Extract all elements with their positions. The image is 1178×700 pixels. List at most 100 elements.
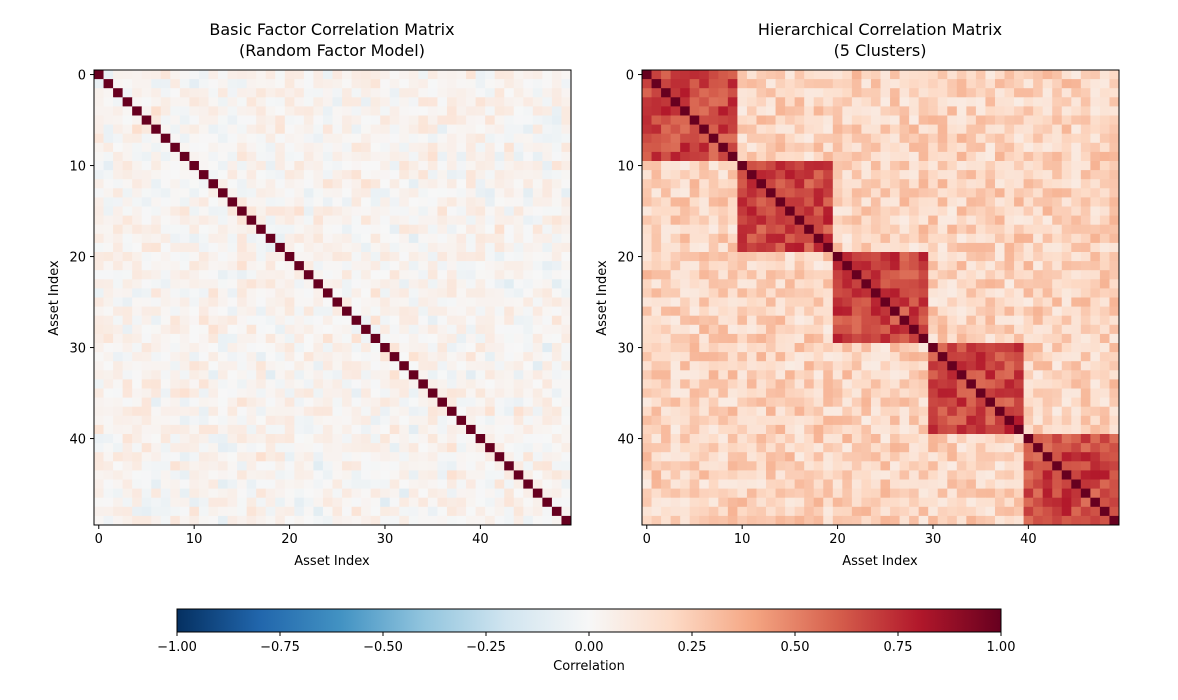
heatmap-cell	[661, 434, 672, 444]
heatmap-cell	[504, 315, 515, 326]
heatmap-cell	[1090, 242, 1101, 253]
heatmap-cell	[947, 215, 958, 226]
heatmap-cell	[208, 306, 219, 317]
heatmap-cell	[842, 151, 853, 162]
heatmap-cell	[851, 461, 862, 471]
heatmap-cell	[361, 324, 372, 335]
heatmap-cell	[332, 151, 343, 162]
heatmap-cell	[504, 106, 515, 116]
heatmap-cell	[513, 79, 524, 89]
heatmap-cell	[1099, 324, 1110, 335]
heatmap-cell	[766, 479, 776, 489]
heatmap-cell	[198, 461, 209, 471]
heatmap-cell	[870, 242, 881, 253]
heatmap-cell	[322, 297, 333, 307]
heatmap-cell	[947, 497, 958, 508]
heatmap-cell	[899, 470, 910, 480]
heatmap-cell	[198, 379, 209, 389]
heatmap-cell	[937, 261, 948, 271]
heatmap-cell	[737, 279, 748, 289]
heatmap-cell	[399, 361, 410, 371]
heatmap-cell	[937, 97, 948, 107]
heatmap-cell	[427, 315, 438, 326]
heatmap-cell	[1042, 306, 1053, 317]
heatmap-cell	[361, 88, 372, 98]
heatmap-cell	[342, 333, 352, 344]
heatmap-cell	[1023, 70, 1034, 80]
heatmap-cell	[1004, 170, 1015, 180]
heatmap-cell	[804, 388, 815, 398]
heatmap-cell	[823, 151, 834, 162]
heatmap-cell	[294, 252, 305, 262]
heatmap-cell	[756, 324, 767, 335]
heatmap-cell	[179, 215, 190, 226]
heatmap-cell	[189, 315, 200, 326]
heatmap-cell	[1099, 488, 1110, 499]
heatmap-cell	[446, 324, 457, 335]
heatmap-cell	[351, 224, 362, 235]
heatmap-cell	[361, 388, 372, 398]
heatmap-cell	[1052, 261, 1063, 271]
heatmap-cell	[1061, 443, 1072, 453]
heatmap-cell	[246, 333, 257, 344]
heatmap-cell	[670, 70, 681, 80]
heatmap-cell	[294, 379, 305, 389]
heatmap-cell	[494, 233, 505, 244]
heatmap-cell	[1090, 224, 1101, 235]
heatmap-cell	[766, 215, 776, 226]
heatmap-cell	[532, 397, 543, 408]
heatmap-cell	[1071, 252, 1082, 262]
heatmap-cell	[284, 461, 295, 471]
heatmap-cell	[1033, 161, 1044, 171]
heatmap-cell	[141, 461, 152, 471]
heatmap-cell	[1071, 279, 1082, 289]
heatmap-cell	[437, 379, 448, 389]
heatmap-cell	[651, 397, 662, 408]
heatmap-cell	[1042, 88, 1053, 98]
heatmap-cell	[408, 388, 419, 398]
heatmap-cell	[794, 97, 805, 107]
heatmap-cell	[1014, 279, 1024, 289]
heatmap-cell	[551, 252, 562, 262]
heatmap-cell	[427, 470, 438, 480]
heatmap-cell	[928, 397, 939, 408]
heatmap-cell	[1109, 197, 1120, 207]
heatmap-cell	[699, 97, 710, 107]
heatmap-cell	[1023, 361, 1034, 371]
heatmap-cell	[523, 206, 534, 216]
heatmap-cell	[113, 215, 124, 226]
heatmap-cell	[708, 252, 719, 262]
heatmap-cell	[918, 70, 929, 80]
heatmap-cell	[756, 224, 767, 235]
heatmap-cell	[361, 497, 372, 508]
heatmap-cell	[804, 106, 815, 116]
heatmap-cell	[370, 443, 381, 453]
heatmap-cell	[899, 79, 910, 89]
heatmap-cell	[718, 434, 729, 444]
heatmap-cell	[1099, 179, 1110, 189]
heatmap-cell	[332, 197, 343, 207]
heatmap-cell	[842, 124, 853, 135]
heatmap-cell	[804, 197, 815, 207]
heatmap-cell	[890, 224, 900, 235]
heatmap-cell	[523, 197, 534, 207]
heatmap-cell	[1071, 215, 1082, 226]
heatmap-cell	[680, 88, 691, 98]
heatmap-cell	[103, 233, 114, 244]
heatmap-cell	[132, 106, 143, 116]
heatmap-cell	[708, 79, 719, 89]
heatmap-cell	[842, 488, 853, 499]
heatmap-cell	[727, 252, 738, 262]
heatmap-cell	[456, 479, 467, 489]
heatmap-cell	[947, 188, 958, 198]
heatmap-cell	[542, 352, 553, 362]
heatmap-cell	[103, 88, 114, 98]
heatmap-cell	[198, 279, 209, 289]
heatmap-cell	[651, 206, 662, 216]
heatmap-cell	[380, 142, 391, 153]
heatmap-cell	[218, 415, 228, 426]
heatmap-cell	[1042, 297, 1053, 307]
heatmap-cell	[918, 288, 929, 298]
heatmap-cell	[937, 470, 948, 480]
heatmap-cell	[198, 361, 209, 371]
